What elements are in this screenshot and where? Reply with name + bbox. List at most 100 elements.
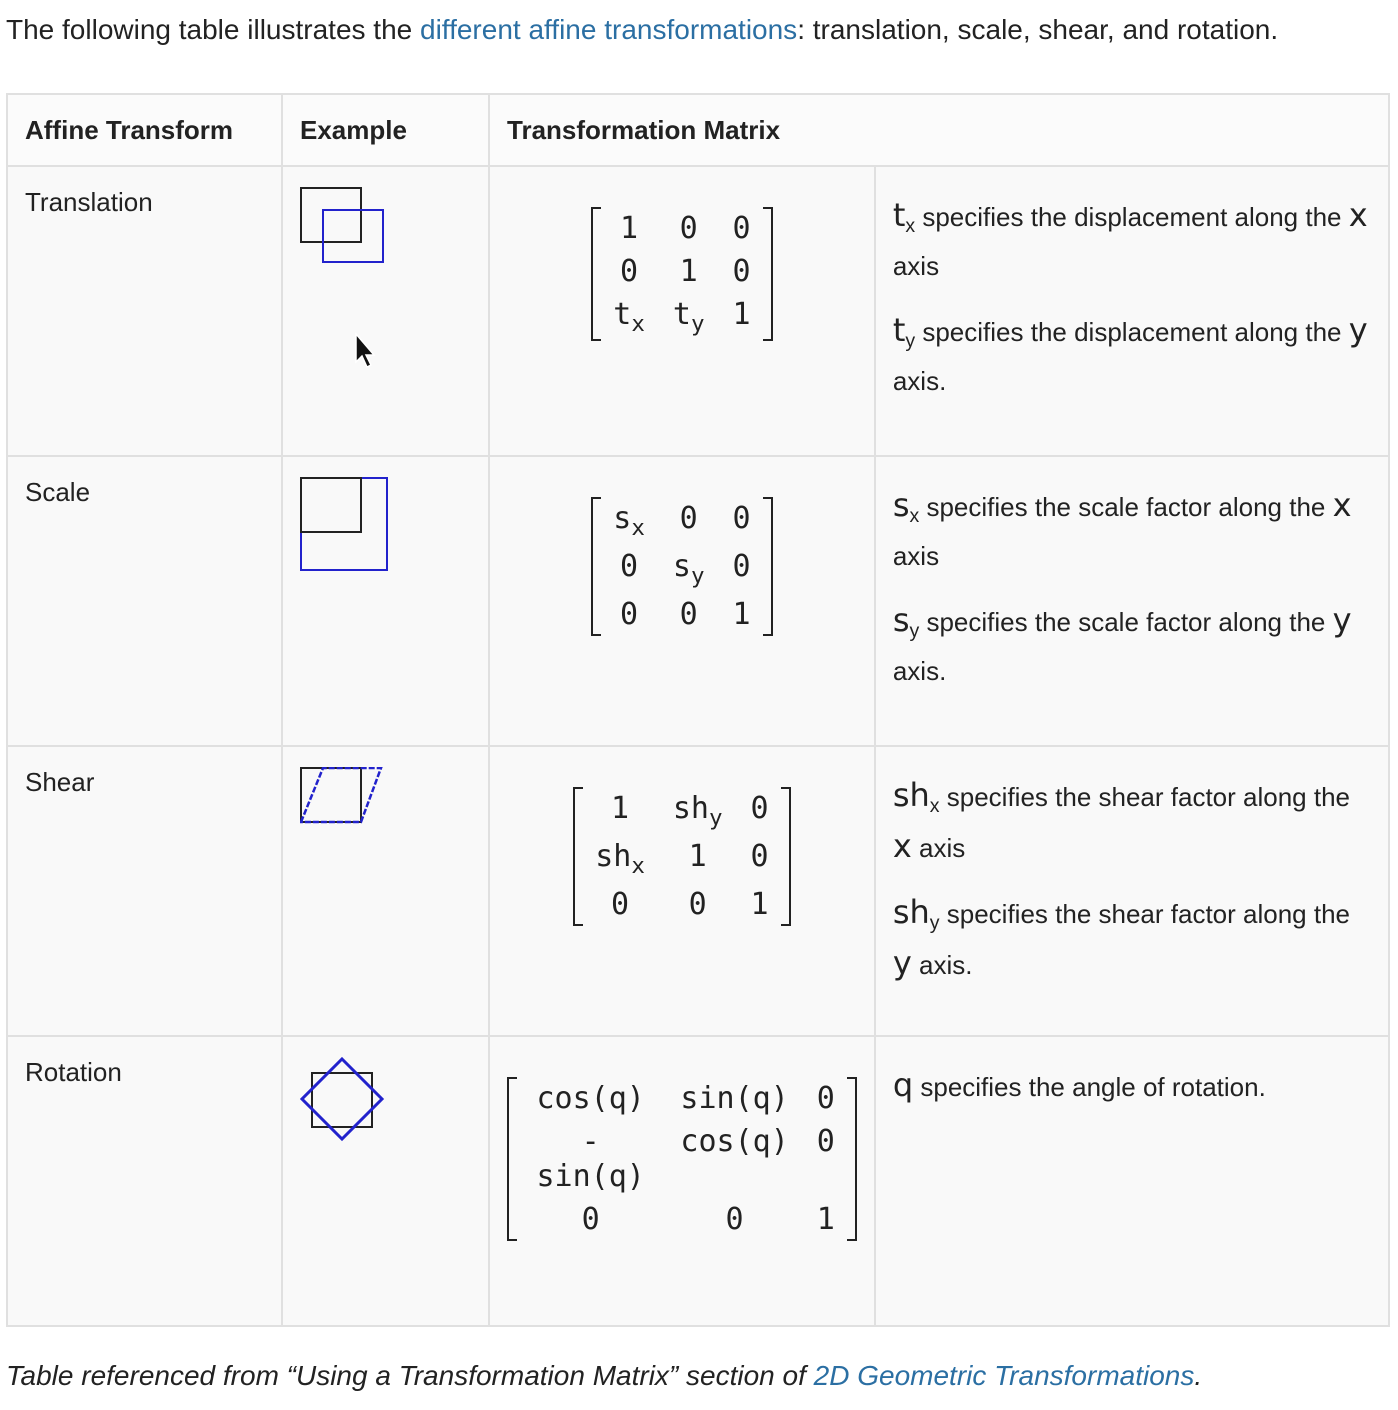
entry-subscript: y xyxy=(690,311,705,337)
matrix-entry: 0 xyxy=(666,1198,802,1241)
matrix-entry: sy xyxy=(659,545,719,593)
matrix-entry: 0 xyxy=(718,497,764,545)
entry-symbol: s xyxy=(672,549,691,584)
note: shy specifies the shear factor along the… xyxy=(893,892,1371,985)
matrix-entry: 1 xyxy=(599,207,659,250)
example-cell xyxy=(281,1035,490,1327)
note-text: axis xyxy=(892,251,940,282)
header-cell: Transformation Matrix xyxy=(488,93,1390,167)
entry-symbol: 0 xyxy=(581,1202,600,1237)
matrix-entry: cos(q) xyxy=(666,1120,802,1198)
example-icon xyxy=(300,477,388,571)
caption-text: . xyxy=(1194,1360,1203,1391)
entry-symbol: 0 xyxy=(620,597,639,632)
link[interactable]: different affine transformations xyxy=(420,14,798,45)
note-axis: y xyxy=(892,944,912,983)
entry-symbol: cos(q) xyxy=(680,1124,789,1159)
transform-name: Scale xyxy=(6,455,283,747)
note-subscript: y xyxy=(905,330,916,353)
link[interactable]: 2D Geometric Transformations xyxy=(813,1360,1195,1391)
matrix-entry: 0 xyxy=(718,545,764,593)
matrix-entry: sin(q) xyxy=(666,1077,802,1120)
matrix-entry: sx xyxy=(599,497,659,545)
matrix-entry: 1 xyxy=(659,250,719,293)
matrix-entry: 0 xyxy=(599,250,659,293)
note-text: specifies the shear factor along the xyxy=(939,899,1350,930)
matrix-row: cos(q) sin(q) 0 xyxy=(515,1077,849,1120)
matrix-cell: sx 0 0 0 sy 0 0 0 1 xyxy=(488,455,876,747)
matrix-entry: 1 xyxy=(718,293,764,341)
entry-symbol: sh xyxy=(595,839,632,874)
note-text: axis xyxy=(892,541,940,572)
matrix-entry: 0 xyxy=(599,593,659,636)
entry-symbol: 1 xyxy=(688,839,707,874)
entry-symbol: 0 xyxy=(732,211,751,246)
note-text: specifies the angle of rotation. xyxy=(913,1072,1266,1102)
matrix-entry: 0 xyxy=(803,1077,849,1120)
example-cell xyxy=(281,455,490,747)
matrix-entry: 0 xyxy=(718,250,764,293)
matrix-entry: -sin(q) xyxy=(515,1120,666,1198)
matrix: 1 shy 0 shx 1 0 0 0 1 xyxy=(573,787,791,926)
note: ty specifies the displacement along the … xyxy=(893,310,1371,401)
note-subscript: y xyxy=(929,912,940,935)
entry-symbol: 1 xyxy=(732,597,751,632)
notes-cell: sx specifies the scale factor along the … xyxy=(873,455,1391,747)
note-symbol: s xyxy=(892,601,910,640)
matrix-entry: 1 xyxy=(718,593,764,636)
example-icon xyxy=(299,766,383,824)
intro-text: The following table illustrates the xyxy=(6,14,420,45)
entry-symbol: 0 xyxy=(620,254,639,289)
note-subscript: x xyxy=(905,215,916,238)
matrix-cell: cos(q) sin(q) 0 -sin(q) cos(q) 0 0 0 1 xyxy=(488,1035,876,1327)
note-symbol: q xyxy=(892,1066,914,1104)
transform-name: Rotation xyxy=(6,1035,283,1327)
notes-cell: shx specifies the shear factor along the… xyxy=(873,745,1391,1037)
matrix-entry: 1 xyxy=(581,787,659,835)
entry-symbol: 0 xyxy=(732,254,751,289)
matrix: sx 0 0 0 sy 0 0 0 1 xyxy=(591,497,773,636)
matrix-grid: 1 0 0 0 1 0 tx ty 1 xyxy=(599,207,764,341)
matrix-entry: 0 xyxy=(659,593,719,636)
matrix-entry: ty xyxy=(659,293,719,341)
entry-symbol: 0 xyxy=(679,211,698,246)
entry-symbol: 0 xyxy=(732,501,751,536)
entry-symbol: 0 xyxy=(816,1081,835,1116)
matrix-row: sx 0 0 xyxy=(599,497,764,545)
note: sx specifies the scale factor along the … xyxy=(893,485,1371,576)
note-symbol: t xyxy=(892,196,906,234)
note-text: axis xyxy=(911,833,966,864)
note-text: axis. xyxy=(892,366,947,397)
caption-text: Table referenced from “Using a Transform… xyxy=(6,1360,814,1391)
table-row: Rotation cos(q) sin(q) 0 -sin(q) cos(q) 0 0 0 1 q … xyxy=(6,1035,1391,1327)
entry-symbol: 0 xyxy=(620,549,639,584)
transform-name: Shear xyxy=(6,745,283,1037)
matrix-row: 1 shy 0 xyxy=(581,787,782,835)
entry-symbol: 1 xyxy=(750,887,769,922)
caption: Table referenced from “Using a Transform… xyxy=(6,1360,1202,1392)
note-axis: y xyxy=(1348,311,1368,350)
matrix-cell: 1 shy 0 shx 1 0 0 0 1 xyxy=(488,745,876,1037)
note-text: specifies the displacement along the xyxy=(915,317,1349,348)
matrix-entry: 1 xyxy=(737,883,783,926)
note-text: specifies the displacement along the xyxy=(915,202,1349,232)
entry-symbol: 0 xyxy=(732,549,751,584)
entry-symbol: 1 xyxy=(611,791,630,826)
table-row: Translation 1 0 0 0 1 0 tx ty 1 tx specifies the d… xyxy=(6,165,1391,457)
matrix-entry: 0 xyxy=(515,1198,666,1241)
matrix-entry: shx xyxy=(581,835,659,883)
note-symbol: sh xyxy=(892,776,930,814)
entry-symbol: t xyxy=(672,297,691,332)
matrix-entry: cos(q) xyxy=(515,1077,666,1120)
matrix-entry: 1 xyxy=(803,1198,849,1241)
matrix-entry: 0 xyxy=(581,883,659,926)
mouse-cursor xyxy=(355,331,376,369)
matrix-entry: 0 xyxy=(803,1120,849,1198)
entry-symbol: 0 xyxy=(750,791,769,826)
table-row: Scale sx 0 0 0 sy 0 0 0 1 sx specifies the scale f… xyxy=(6,455,1391,747)
